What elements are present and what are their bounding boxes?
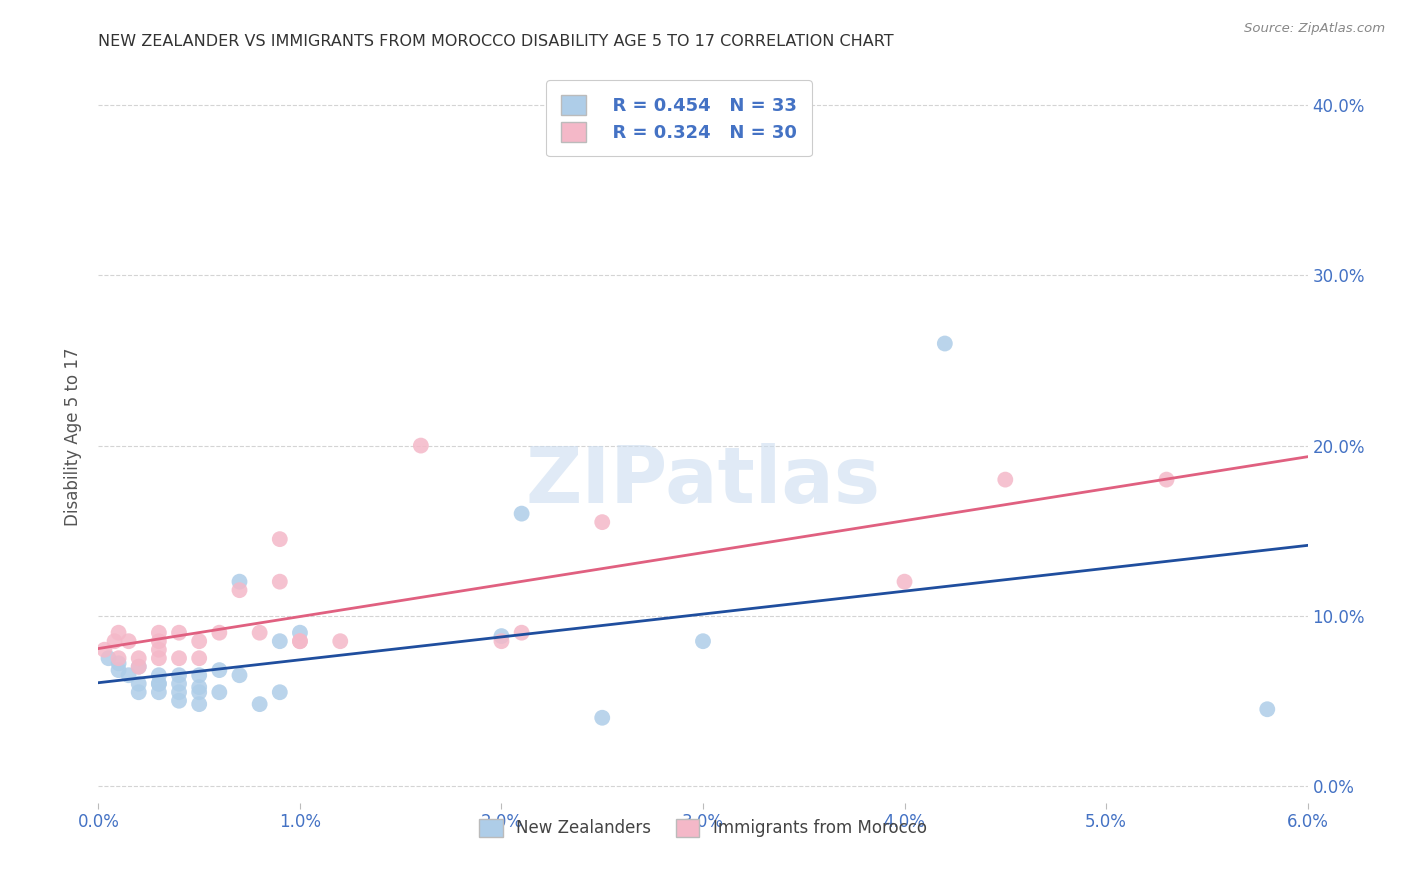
Point xyxy=(491,634,513,648)
Point xyxy=(148,677,170,691)
Point xyxy=(148,634,170,648)
Point xyxy=(167,625,190,640)
Point xyxy=(107,663,129,677)
Point xyxy=(128,659,150,673)
Point xyxy=(188,668,211,682)
Point xyxy=(128,685,150,699)
Point xyxy=(288,634,311,648)
Point xyxy=(288,634,311,648)
Point xyxy=(228,583,250,598)
Point xyxy=(692,634,714,648)
Text: ZIPatlas: ZIPatlas xyxy=(526,443,880,519)
Point xyxy=(228,574,250,589)
Point xyxy=(188,697,211,711)
Point xyxy=(409,439,432,453)
Point xyxy=(249,625,271,640)
Point xyxy=(329,634,352,648)
Text: Source: ZipAtlas.com: Source: ZipAtlas.com xyxy=(1244,22,1385,36)
Point xyxy=(167,694,190,708)
Point xyxy=(103,634,125,648)
Point xyxy=(118,634,141,648)
Point xyxy=(510,507,533,521)
Point xyxy=(1156,473,1178,487)
Point xyxy=(188,680,211,694)
Point xyxy=(269,532,291,546)
Point xyxy=(228,668,250,682)
Point xyxy=(148,668,170,682)
Legend: New Zealanders, Immigrants from Morocco: New Zealanders, Immigrants from Morocco xyxy=(471,810,935,846)
Point xyxy=(148,677,170,691)
Point xyxy=(510,625,533,640)
Point xyxy=(148,642,170,657)
Point xyxy=(167,668,190,682)
Point xyxy=(93,642,115,657)
Point xyxy=(1256,702,1278,716)
Point xyxy=(208,663,231,677)
Point xyxy=(128,677,150,691)
Point xyxy=(188,651,211,665)
Y-axis label: Disability Age 5 to 17: Disability Age 5 to 17 xyxy=(65,348,83,526)
Text: NEW ZEALANDER VS IMMIGRANTS FROM MOROCCO DISABILITY AGE 5 TO 17 CORRELATION CHAR: NEW ZEALANDER VS IMMIGRANTS FROM MOROCCO… xyxy=(98,35,894,49)
Point xyxy=(167,651,190,665)
Point xyxy=(107,651,129,665)
Point xyxy=(893,574,915,589)
Point xyxy=(118,668,141,682)
Point xyxy=(288,625,311,640)
Point xyxy=(97,651,120,665)
Point xyxy=(208,625,231,640)
Point xyxy=(148,651,170,665)
Point xyxy=(269,634,291,648)
Point xyxy=(269,685,291,699)
Point xyxy=(167,685,190,699)
Point xyxy=(167,677,190,691)
Point xyxy=(128,651,150,665)
Point xyxy=(269,574,291,589)
Point xyxy=(994,473,1017,487)
Point xyxy=(934,336,956,351)
Point xyxy=(107,657,129,671)
Point xyxy=(188,685,211,699)
Point xyxy=(188,634,211,648)
Point xyxy=(148,625,170,640)
Point xyxy=(591,711,613,725)
Point xyxy=(491,629,513,643)
Point xyxy=(249,697,271,711)
Point xyxy=(591,515,613,529)
Point xyxy=(107,625,129,640)
Point xyxy=(208,685,231,699)
Point xyxy=(128,659,150,673)
Point xyxy=(148,685,170,699)
